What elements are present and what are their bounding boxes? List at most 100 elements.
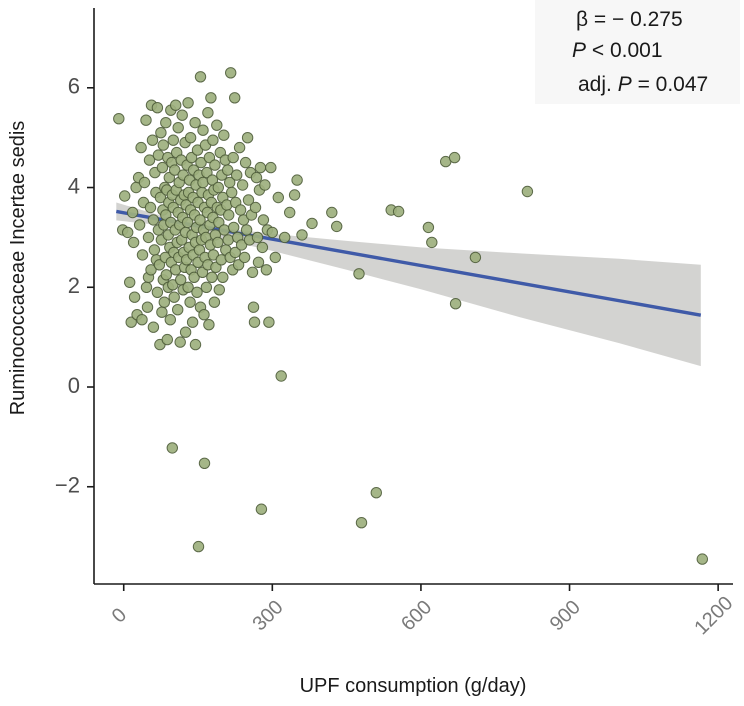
data-point (448, 151, 461, 164)
data-point (255, 503, 268, 515)
data-point (263, 316, 275, 328)
data-point (147, 321, 160, 333)
data-point (197, 124, 209, 136)
data-point (229, 92, 241, 104)
data-point (155, 127, 167, 139)
data-point (326, 206, 338, 219)
data-point (192, 540, 205, 553)
data-point (241, 132, 254, 144)
data-point (172, 122, 184, 134)
data-point (229, 246, 241, 259)
data-point (124, 276, 136, 288)
data-point (147, 214, 160, 226)
x-tick-label: 900 (546, 596, 585, 635)
data-point (239, 156, 252, 169)
data-point (426, 236, 438, 249)
data-point (136, 249, 149, 261)
data-point (172, 304, 184, 316)
data-point (182, 281, 194, 293)
data-point (184, 296, 196, 308)
y-tick-label: 0 (68, 373, 80, 398)
data-point (182, 97, 194, 109)
x-tick-label: 0 (108, 604, 131, 627)
data-point (218, 129, 230, 141)
data-point (144, 201, 157, 214)
data-point (206, 271, 218, 283)
data-points (113, 67, 708, 565)
data-point (119, 190, 131, 202)
data-point (160, 117, 172, 129)
data-point (225, 67, 237, 79)
data-point (250, 171, 263, 184)
data-point (242, 194, 255, 206)
data-point (222, 234, 234, 246)
data-point (174, 336, 186, 348)
data-point (141, 301, 154, 313)
data-point (140, 114, 152, 126)
data-point (113, 113, 125, 125)
data-point (145, 264, 157, 276)
data-point (212, 236, 224, 249)
stats-annotation-box (535, 0, 740, 104)
data-point (161, 333, 174, 346)
beta-annotation: β = − 0.275 (576, 8, 683, 31)
data-point (252, 256, 265, 268)
data-point (154, 191, 167, 204)
data-point (247, 301, 260, 313)
data-point (151, 286, 164, 298)
data-point (331, 220, 343, 233)
data-point (272, 191, 284, 204)
x-tick-label: 600 (397, 596, 436, 635)
data-point (251, 231, 264, 244)
data-point (269, 251, 281, 264)
data-point (122, 226, 134, 239)
data-point (138, 176, 151, 189)
data-point (169, 164, 181, 176)
data-point (198, 309, 210, 321)
data-point (232, 259, 245, 271)
data-point (238, 251, 251, 264)
y-tick-label: 6 (68, 74, 80, 99)
data-point (128, 291, 141, 303)
data-point (153, 259, 166, 271)
data-point (195, 156, 207, 169)
data-point (259, 179, 271, 191)
data-point (194, 71, 207, 83)
data-point (249, 201, 262, 214)
y-axis-title: Ruminococcaceae Incertae sedis (7, 121, 29, 416)
p-value-annotation: P < 0.001 (572, 39, 663, 62)
adj-p-value-annotation: adj. P = 0.047 (578, 73, 709, 96)
data-point (236, 179, 249, 191)
data-point (160, 269, 173, 281)
data-point (186, 316, 199, 328)
data-point (205, 92, 217, 104)
data-point (151, 102, 164, 114)
data-point (291, 174, 303, 186)
data-point (218, 224, 231, 236)
y-tick-label: 4 (68, 173, 80, 198)
data-point (146, 134, 159, 146)
data-point (156, 161, 169, 174)
data-point (207, 134, 219, 146)
data-point (136, 314, 148, 326)
data-point (167, 134, 180, 146)
data-point (158, 296, 171, 308)
data-point (202, 107, 214, 119)
data-point (265, 161, 277, 174)
data-point (422, 221, 435, 234)
x-axis-title: UPF consumption (g/day) (300, 675, 527, 697)
data-point (355, 517, 368, 529)
data-point (185, 151, 198, 164)
data-point (191, 286, 203, 298)
data-point (168, 291, 180, 303)
data-point (449, 298, 462, 310)
data-point (189, 338, 202, 351)
data-point (279, 231, 291, 244)
data-point (240, 224, 253, 236)
data-point (170, 99, 182, 111)
data-point (189, 117, 201, 129)
data-point (164, 314, 177, 326)
data-point (288, 189, 301, 201)
data-point (353, 268, 365, 280)
data-point (521, 185, 534, 198)
